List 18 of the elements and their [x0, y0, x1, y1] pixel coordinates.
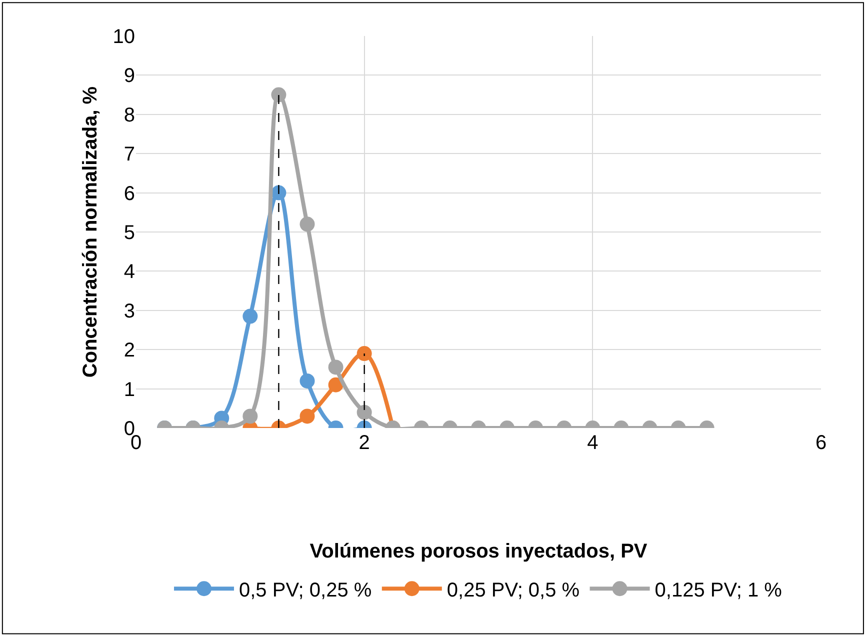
- y-tick-label: 10: [112, 26, 135, 48]
- y-tick-label: 8: [124, 104, 135, 126]
- y-tick-label: 6: [124, 182, 135, 205]
- legend-label: 0,5 PV; 0,25 %: [239, 579, 372, 602]
- y-tick-label: 9: [124, 65, 135, 88]
- x-tick-label: 4: [587, 432, 598, 454]
- y-tick-label: 2: [124, 340, 135, 362]
- y-tick-label: 4: [124, 261, 135, 284]
- y-tick-label: 1: [124, 378, 135, 401]
- x-tick-label: 6: [815, 432, 827, 454]
- legend-label: 0,125 PV; 1 %: [654, 579, 782, 602]
- x-axis-title: Volúmenes porosos inyectados, PV: [310, 540, 648, 562]
- y-tick-label: 7: [124, 144, 135, 166]
- x-tick-label: 2: [358, 432, 370, 454]
- y-tick-label: 5: [124, 222, 135, 244]
- legend-label: 0,25 PV; 0,5 %: [446, 579, 580, 602]
- y-tick-label: 3: [124, 300, 135, 322]
- y-axis-title: Concentración normalizada, %: [79, 86, 102, 378]
